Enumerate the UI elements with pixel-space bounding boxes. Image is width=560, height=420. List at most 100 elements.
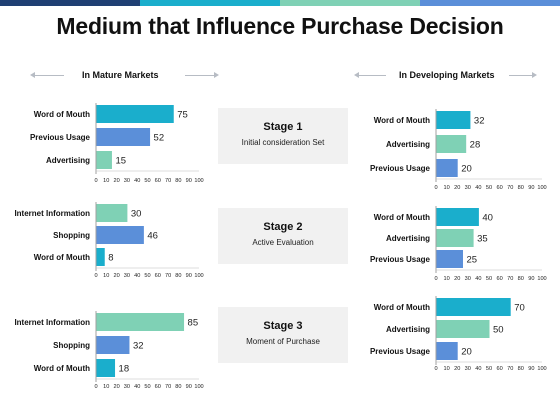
tick-label: 60 — [155, 178, 161, 184]
stage-1-box: Stage 1 Initial consideration Set — [218, 108, 348, 164]
bar — [436, 111, 471, 129]
category-label: Internet Information — [14, 209, 90, 218]
category-label: Advertising — [386, 325, 430, 334]
category-label: Previous Usage — [370, 164, 431, 173]
tick-label: 30 — [124, 384, 130, 390]
tick-label: 40 — [475, 185, 481, 191]
tick-label: 100 — [194, 384, 203, 390]
tick-label: 70 — [507, 185, 513, 191]
category-label: Word of Mouth — [34, 253, 90, 262]
tick-label: 90 — [186, 178, 192, 184]
value-label: 20 — [461, 347, 472, 358]
tick-label: 90 — [186, 384, 192, 390]
value-label: 70 — [514, 303, 525, 314]
bar — [96, 336, 130, 354]
tick-label: 90 — [528, 185, 534, 191]
category-label: Advertising — [46, 156, 90, 165]
tick-label: 70 — [507, 366, 513, 372]
top-accent-bar — [0, 0, 560, 6]
accent-segment — [0, 0, 140, 6]
bar — [436, 135, 467, 153]
bar — [96, 151, 112, 169]
tick-label: 40 — [134, 178, 140, 184]
value-label: 30 — [131, 209, 142, 220]
mature-markets-heading: In Mature Markets — [82, 70, 159, 80]
category-label: Word of Mouth — [374, 213, 430, 222]
category-label: Shopping — [53, 231, 90, 240]
tick-label: 50 — [144, 178, 150, 184]
tick-label: 10 — [103, 384, 109, 390]
tick-label: 60 — [496, 276, 502, 282]
bar — [436, 320, 490, 338]
tick-label: 80 — [175, 178, 181, 184]
value-label: 50 — [493, 325, 504, 336]
tick-label: 80 — [518, 366, 524, 372]
tick-label: 30 — [124, 178, 130, 184]
tick-label: 60 — [496, 366, 502, 372]
right-arrow-icon — [509, 72, 537, 78]
tick-label: 30 — [124, 273, 130, 279]
left-arrow-icon — [30, 72, 64, 78]
category-label: Advertising — [386, 234, 430, 243]
stage-1-title: Stage 1 — [263, 121, 303, 133]
tick-label: 60 — [155, 384, 161, 390]
value-label: 28 — [470, 140, 481, 151]
tick-label: 100 — [537, 185, 546, 191]
accent-segment — [280, 0, 420, 6]
tick-label: 90 — [528, 366, 534, 372]
tick-label: 70 — [165, 384, 171, 390]
tick-label: 60 — [496, 185, 502, 191]
tick-label: 70 — [165, 273, 171, 279]
value-label: 75 — [177, 110, 188, 121]
bar — [96, 105, 174, 123]
tick-label: 100 — [537, 276, 546, 282]
category-label: Word of Mouth — [374, 303, 430, 312]
bar — [96, 128, 151, 146]
tick-label: 20 — [454, 185, 460, 191]
category-label: Word of Mouth — [34, 364, 90, 373]
value-label: 35 — [477, 234, 488, 245]
accent-segment — [140, 0, 280, 6]
tick-label: 30 — [465, 185, 471, 191]
tick-label: 20 — [113, 178, 119, 184]
tick-label: 0 — [94, 384, 97, 390]
tick-label: 10 — [443, 366, 449, 372]
value-label: 8 — [108, 253, 113, 264]
bar — [436, 159, 458, 177]
tick-label: 100 — [194, 178, 203, 184]
category-label: Internet Information — [14, 318, 90, 327]
tick-label: 80 — [175, 273, 181, 279]
value-label: 46 — [147, 231, 158, 242]
bar — [436, 298, 511, 316]
tick-label: 30 — [465, 366, 471, 372]
stage-2-subtitle: Active Evaluation — [252, 238, 314, 247]
tick-label: 50 — [144, 384, 150, 390]
tick-label: 10 — [103, 178, 109, 184]
tick-label: 50 — [486, 185, 492, 191]
tick-label: 100 — [194, 273, 203, 279]
value-label: 25 — [467, 255, 478, 266]
tick-label: 40 — [134, 384, 140, 390]
tick-label: 90 — [528, 276, 534, 282]
tick-label: 0 — [94, 273, 97, 279]
stage-2-title: Stage 2 — [263, 221, 303, 233]
tick-label: 10 — [443, 185, 449, 191]
tick-label: 50 — [144, 273, 150, 279]
bar — [436, 342, 458, 360]
tick-label: 0 — [434, 366, 437, 372]
tick-label: 50 — [486, 276, 492, 282]
tick-label: 10 — [443, 276, 449, 282]
value-label: 18 — [119, 364, 130, 375]
stage-2-box: Stage 2 Active Evaluation — [218, 208, 348, 264]
bar — [436, 250, 463, 268]
tick-label: 80 — [175, 384, 181, 390]
tick-label: 100 — [537, 366, 546, 372]
tick-label: 20 — [113, 273, 119, 279]
tick-label: 40 — [475, 366, 481, 372]
category-label: Previous Usage — [370, 255, 431, 264]
tick-label: 50 — [486, 366, 492, 372]
tick-label: 90 — [186, 273, 192, 279]
accent-segment — [420, 0, 560, 6]
value-label: 52 — [154, 133, 165, 144]
